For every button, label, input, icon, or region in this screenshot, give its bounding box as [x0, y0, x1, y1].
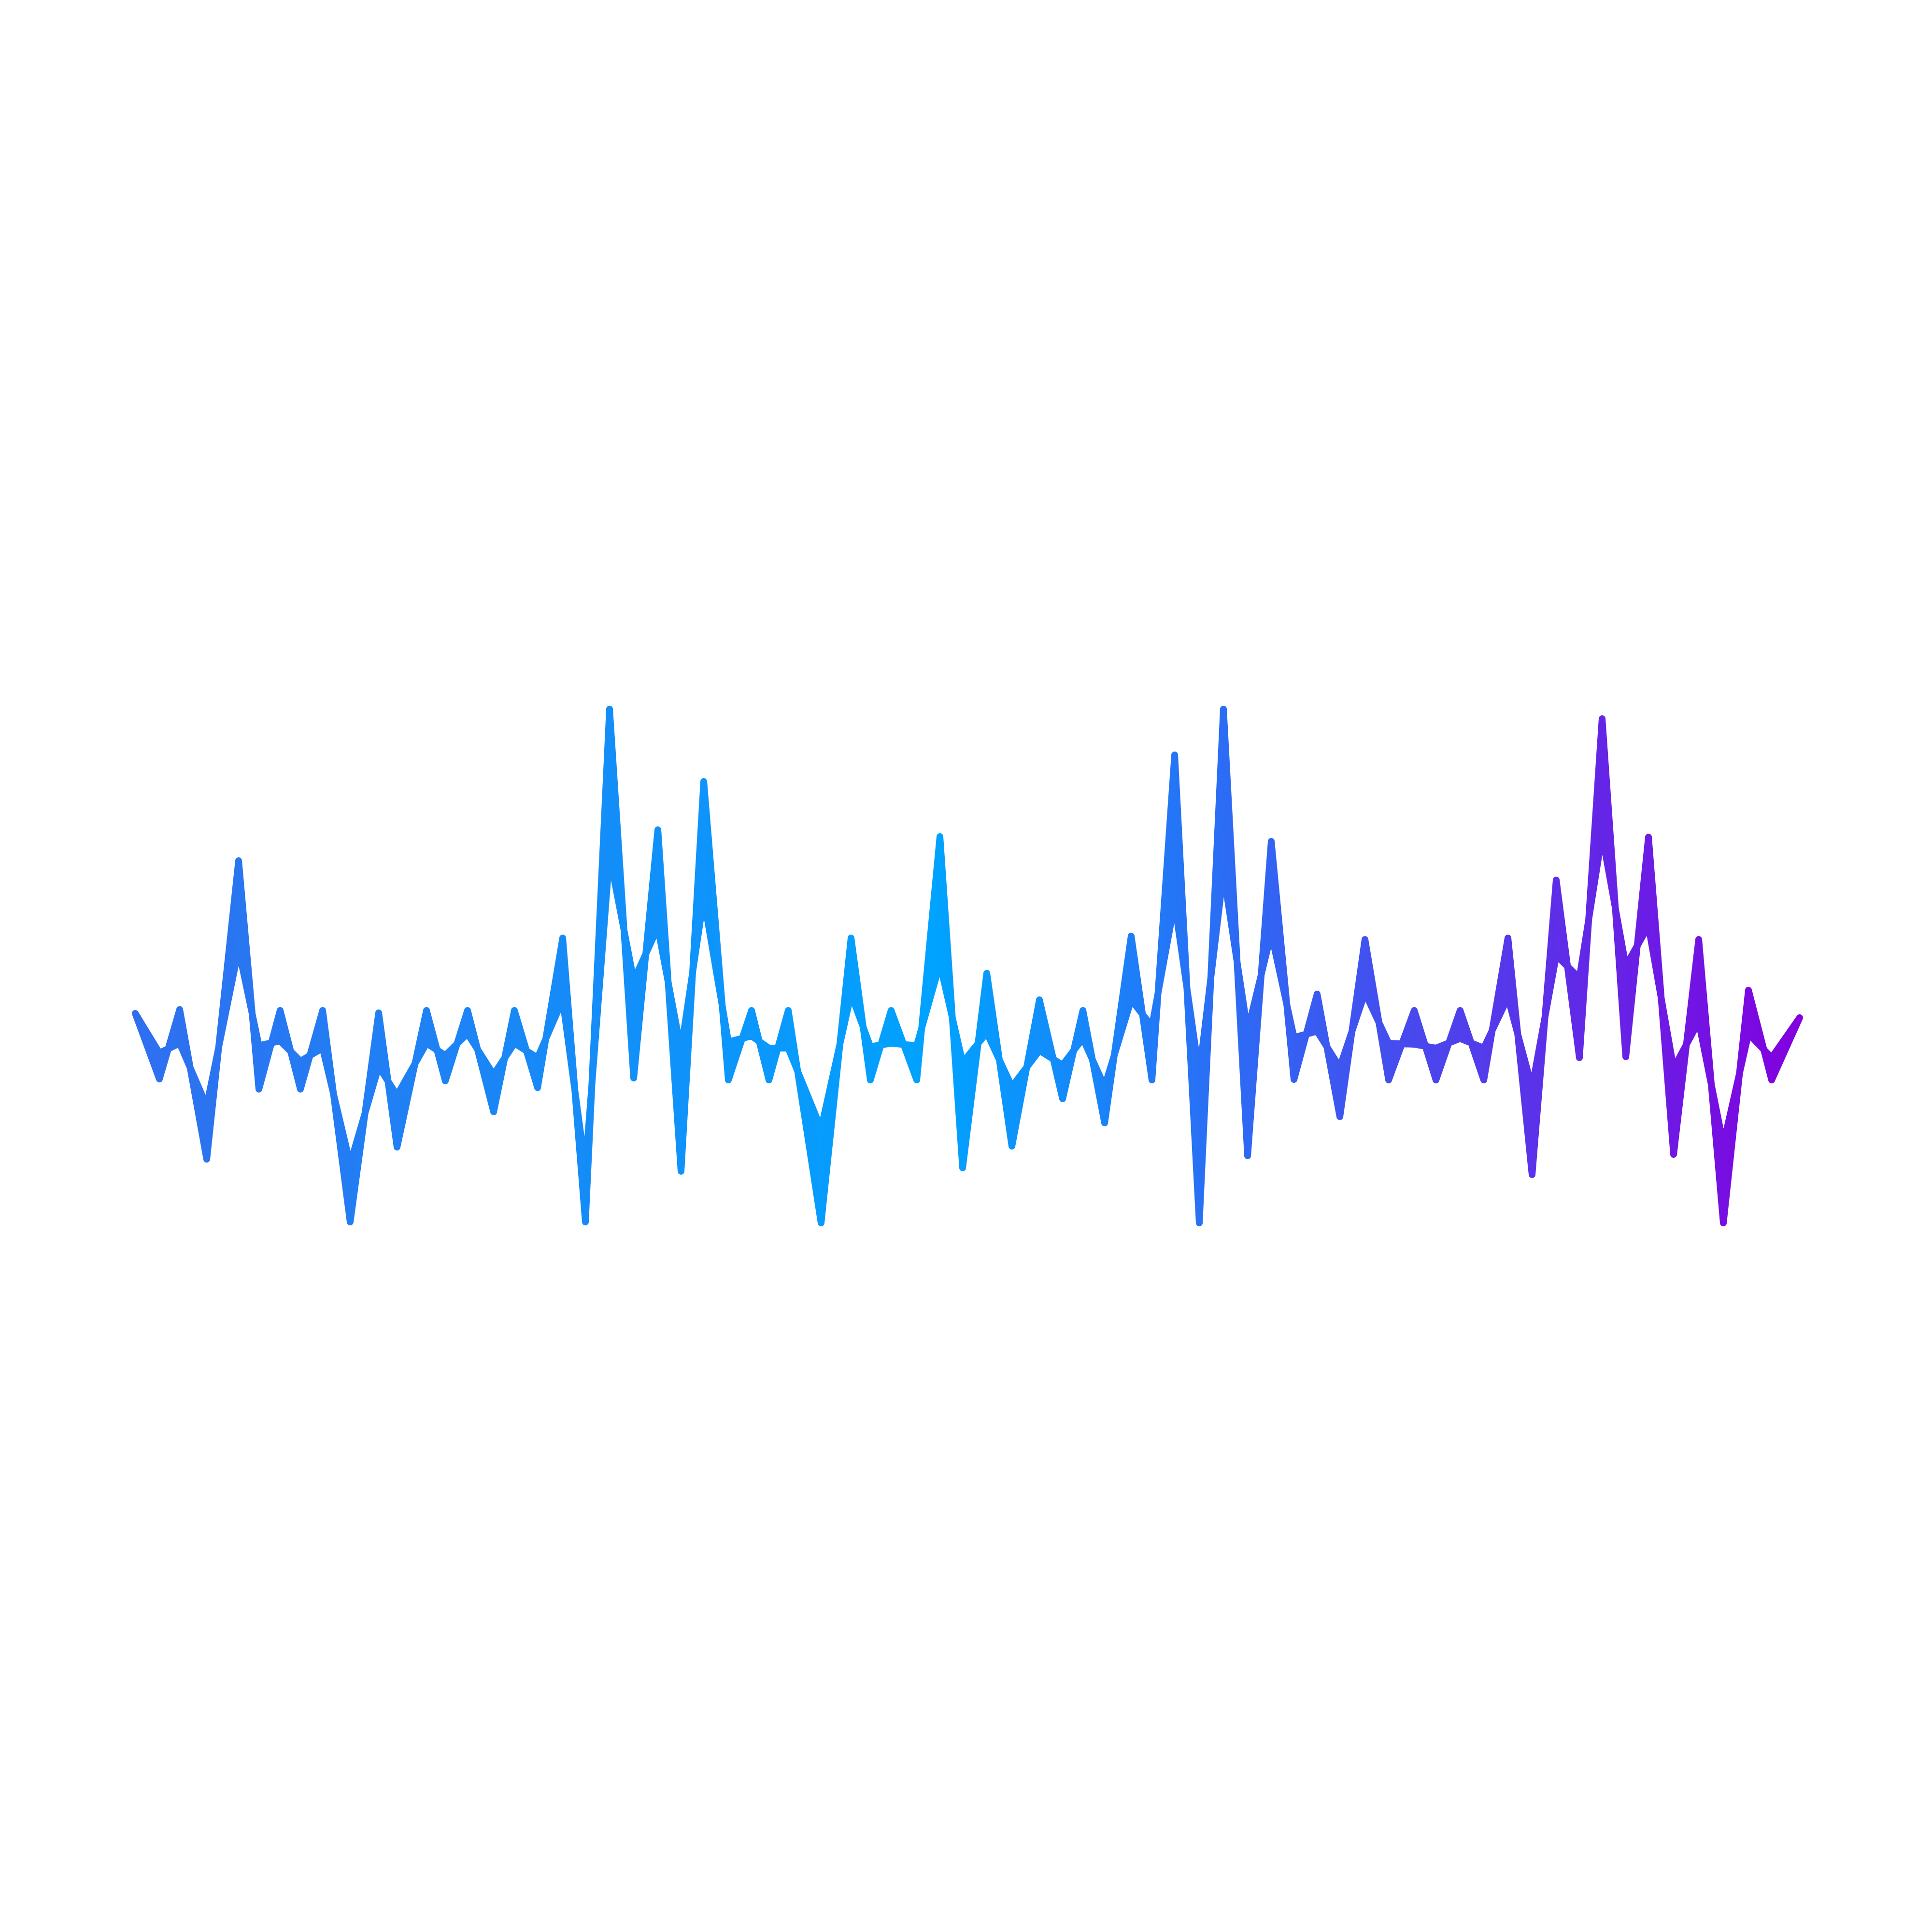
sound-wave-shape [132, 706, 1803, 1226]
